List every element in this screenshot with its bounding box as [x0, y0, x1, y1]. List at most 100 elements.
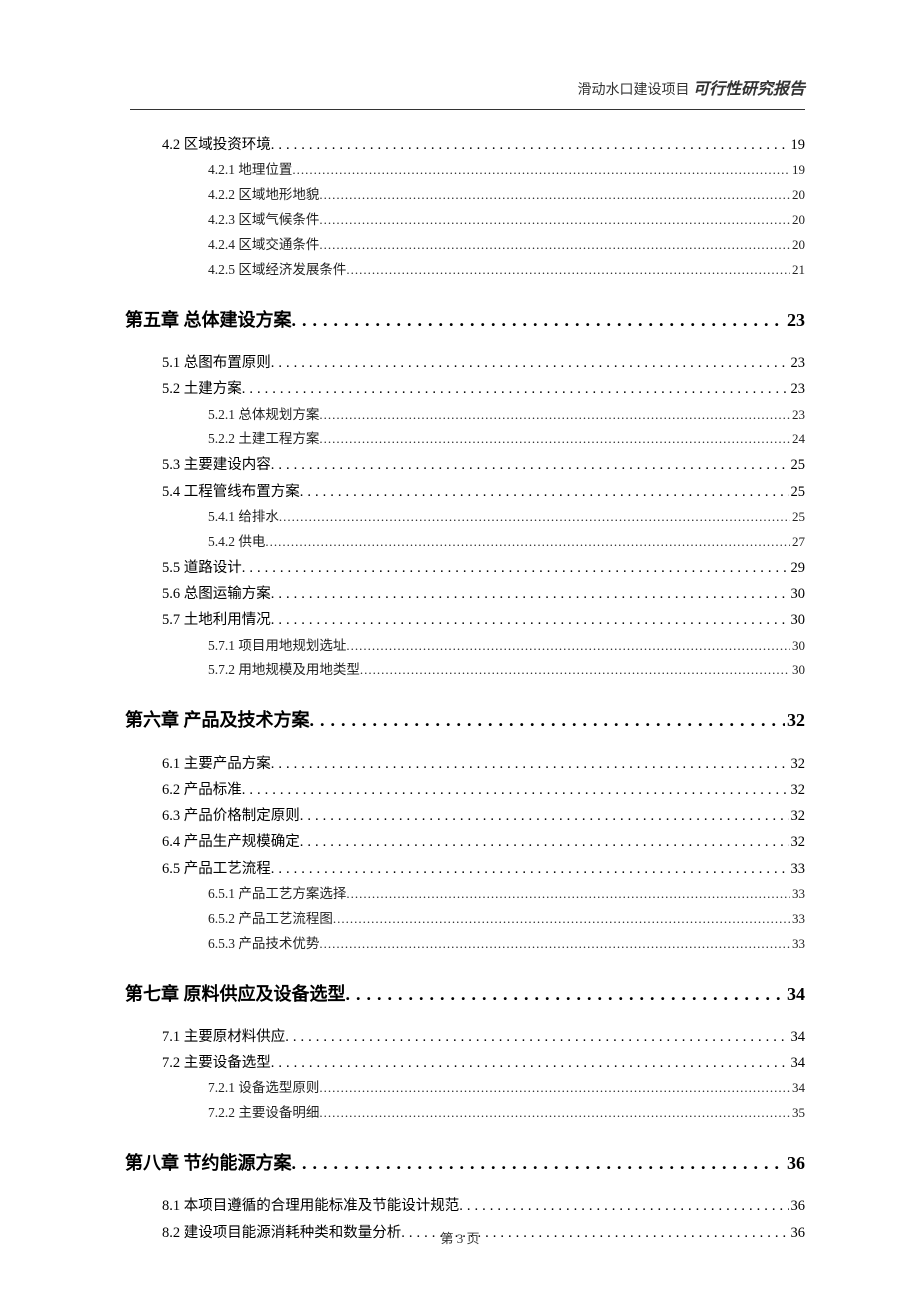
toc-label: 7.2 主要设备选型	[162, 1053, 271, 1073]
toc-page-number: 23	[789, 379, 806, 399]
toc-label: 6.5 产品工艺流程	[162, 859, 271, 879]
toc-entry-subsection: 4.2.4 区域交通条件............................…	[208, 236, 805, 255]
toc-leader-dots: ........................................…	[271, 353, 789, 373]
toc-leader-dots: ........................................…	[242, 780, 789, 800]
toc-page-number: 23	[790, 406, 805, 424]
toc-leader-dots: ........................................…	[319, 430, 790, 448]
page-container: 滑动水口建设项目 可行性研究报告 4.2 区域投资环境.............…	[0, 0, 920, 1299]
toc-leader-dots: ........................................…	[360, 661, 790, 679]
toc-label: 4.2.1 地理位置	[208, 161, 292, 180]
toc-page-number: 20	[790, 236, 805, 254]
toc-page-number: 20	[790, 186, 805, 204]
toc-label: 5.2 土建方案	[162, 379, 242, 399]
toc-entry-section: 6.3 产品价格制定原则............................…	[162, 806, 805, 826]
toc-label: 5.7.1 项目用地规划选址	[208, 637, 346, 656]
toc-page-number: 33	[790, 885, 805, 903]
toc-page-number: 34	[789, 1027, 806, 1047]
toc-entry-section: 7.2 主要设备选型..............................…	[162, 1053, 805, 1073]
toc-entry-section: 4.2 区域投资环境..............................…	[162, 135, 805, 155]
toc-label: 5.4.1 给排水	[208, 508, 279, 527]
toc-label: 第五章 总体建设方案	[125, 308, 292, 333]
toc-label: 5.2.1 总体规划方案	[208, 406, 319, 425]
toc-label: 6.4 产品生产规模确定	[162, 832, 300, 852]
toc-label: 4.2.2 区域地形地貌	[208, 186, 319, 205]
toc-entry-subsection: 5.4.2 供电................................…	[208, 533, 805, 552]
toc-leader-dots: ........................................…	[319, 236, 790, 254]
toc-entry-section: 6.1 主要产品方案..............................…	[162, 754, 805, 774]
toc-page-number: 25	[789, 482, 806, 502]
toc-leader-dots: ........................................…	[300, 832, 789, 852]
toc-page-number: 36	[785, 1151, 805, 1176]
toc-page-number: 23	[785, 308, 805, 333]
toc-entry-section: 5.6 总图运输方案..............................…	[162, 584, 805, 604]
toc-page-number: 36	[789, 1196, 806, 1216]
toc-entry-subsection: 7.2.1 设备选型原则............................…	[208, 1079, 805, 1098]
toc-label: 6.5.3 产品技术优势	[208, 935, 319, 954]
toc-label: 第八章 节约能源方案	[125, 1151, 292, 1176]
toc-leader-dots: ........................................…	[285, 1027, 788, 1047]
header-divider	[130, 109, 805, 110]
toc-page-number: 30	[789, 584, 806, 604]
page-number: 第 3 页	[440, 1231, 479, 1246]
toc-entry-section: 5.5 道路设计................................…	[162, 558, 805, 578]
toc-entry-section: 6.2 产品标准................................…	[162, 780, 805, 800]
toc-label: 5.7.2 用地规模及用地类型	[208, 661, 360, 680]
toc-entry-subsection: 5.2.2 土建工程方案............................…	[208, 430, 805, 449]
toc-entry-subsection: 5.7.2 用地规模及用地类型.........................…	[208, 661, 805, 680]
toc-page-number: 24	[790, 430, 805, 448]
toc-page-number: 34	[785, 982, 805, 1007]
toc-entry-section: 7.1 主要原材料供应.............................…	[162, 1027, 805, 1047]
toc-page-number: 33	[789, 859, 806, 879]
toc-label: 6.5.1 产品工艺方案选择	[208, 885, 346, 904]
toc-label: 7.2.2 主要设备明细	[208, 1104, 319, 1123]
toc-label: 4.2 区域投资环境	[162, 135, 271, 155]
toc-entry-subsection: 6.5.1 产品工艺方案选择..........................…	[208, 885, 805, 904]
toc-page-number: 34	[789, 1053, 806, 1073]
toc-leader-dots: ........................................…	[459, 1196, 788, 1216]
toc-page-number: 19	[789, 135, 806, 155]
toc-entry-section: 5.2 土建方案................................…	[162, 379, 805, 399]
toc-leader-dots: ........................................…	[300, 482, 789, 502]
toc-label: 4.2.3 区域气候条件	[208, 211, 319, 230]
toc-entry-section: 8.1 本项目遵循的合理用能标准及节能设计规范.................…	[162, 1196, 805, 1216]
toc-leader-dots: ........................................…	[310, 708, 786, 733]
toc-page-number: 35	[790, 1104, 805, 1122]
toc-page-number: 32	[785, 708, 805, 733]
toc-leader-dots: ........................................…	[242, 558, 789, 578]
toc-leader-dots: ........................................…	[333, 910, 790, 928]
toc-leader-dots: ........................................…	[346, 982, 786, 1007]
toc-page-number: 25	[789, 455, 806, 475]
toc-label: 5.7 土地利用情况	[162, 610, 271, 630]
toc-leader-dots: ........................................…	[319, 186, 790, 204]
toc-leader-dots: ........................................…	[292, 1151, 786, 1176]
toc-label: 5.2.2 土建工程方案	[208, 430, 319, 449]
toc-label: 第六章 产品及技术方案	[125, 708, 310, 733]
table-of-contents: 4.2 区域投资环境..............................…	[130, 135, 805, 1243]
toc-entry-chapter: 第五章 总体建设方案..............................…	[125, 308, 805, 333]
toc-leader-dots: ........................................…	[271, 610, 789, 630]
toc-page-number: 32	[789, 754, 806, 774]
toc-label: 5.6 总图运输方案	[162, 584, 271, 604]
toc-page-number: 34	[790, 1079, 805, 1097]
toc-entry-section: 5.1 总图布置原则..............................…	[162, 353, 805, 373]
toc-label: 4.2.5 区域经济发展条件	[208, 261, 346, 280]
toc-label: 8.1 本项目遵循的合理用能标准及节能设计规范	[162, 1196, 459, 1216]
toc-leader-dots: ........................................…	[279, 508, 790, 526]
toc-page-number: 19	[790, 161, 805, 179]
toc-leader-dots: ........................................…	[292, 161, 790, 179]
toc-label: 7.1 主要原材料供应	[162, 1027, 285, 1047]
toc-page-number: 30	[790, 637, 805, 655]
toc-entry-subsection: 5.4.1 给排水...............................…	[208, 508, 805, 527]
toc-leader-dots: ........................................…	[300, 806, 789, 826]
toc-page-number: 30	[789, 610, 806, 630]
toc-leader-dots: ........................................…	[319, 1104, 790, 1122]
toc-entry-subsection: 4.2.2 区域地形地貌............................…	[208, 186, 805, 205]
toc-entry-chapter: 第六章 产品及技术方案.............................…	[125, 708, 805, 733]
toc-entry-subsection: 4.2.3 区域气候条件............................…	[208, 211, 805, 230]
toc-entry-section: 5.4 工程管线布置方案............................…	[162, 482, 805, 502]
toc-page-number: 20	[790, 211, 805, 229]
toc-page-number: 23	[789, 353, 806, 373]
toc-label: 7.2.1 设备选型原则	[208, 1079, 319, 1098]
toc-entry-section: 6.5 产品工艺流程..............................…	[162, 859, 805, 879]
toc-entry-section: 5.3 主要建设内容..............................…	[162, 455, 805, 475]
